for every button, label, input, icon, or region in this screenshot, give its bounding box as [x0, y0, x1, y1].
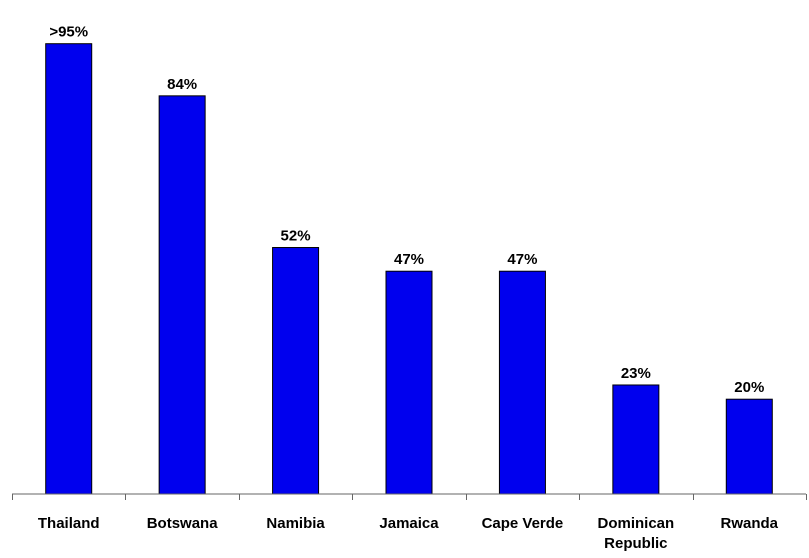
data-label: >95%: [49, 24, 88, 41]
labels-group: >95% Thailand 84% Botswana 52% Namibia 47% Jama…: [38, 24, 779, 552]
data-label: 52%: [281, 228, 311, 245]
x-tick-label: Republic: [604, 535, 667, 552]
x-tick-label: Namibia: [266, 515, 325, 532]
x-axis: [12, 493, 807, 500]
data-label: 20%: [734, 379, 764, 396]
x-tick-label: Cape Verde: [482, 515, 564, 532]
data-label: 47%: [394, 251, 424, 268]
bar-thailand: [45, 43, 93, 495]
bar-botswana: [158, 95, 206, 495]
x-tick-label: Botswana: [147, 515, 219, 532]
data-label: 84%: [167, 76, 197, 93]
bar-cape-verde: [498, 270, 546, 495]
bar-rwanda: [725, 398, 773, 495]
x-tick-label: Jamaica: [379, 515, 439, 532]
x-tick-label: Rwanda: [721, 515, 779, 532]
x-tick-label: Thailand: [38, 515, 100, 532]
bar-dominican-republic: [612, 384, 660, 495]
bars-group: [45, 43, 773, 495]
data-label: 23%: [621, 365, 651, 382]
bar-jamaica: [385, 270, 433, 495]
data-label: 47%: [507, 251, 537, 268]
x-tick-label: Dominican: [598, 515, 675, 532]
bar-namibia: [272, 247, 320, 495]
